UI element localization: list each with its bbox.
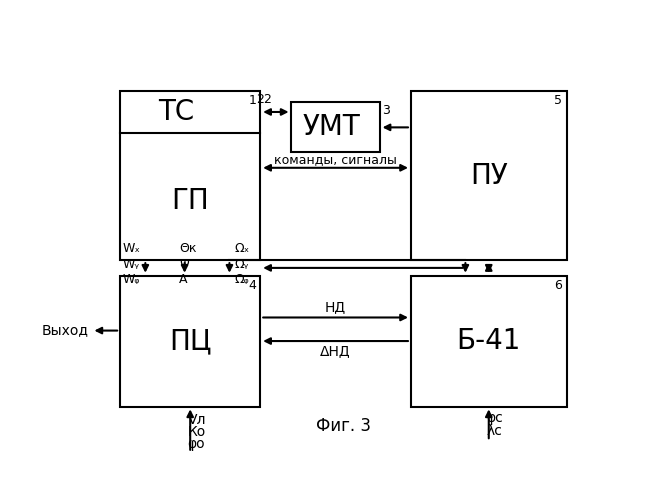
Text: УМТ: УМТ	[302, 114, 360, 141]
Text: ГП: ГП	[172, 187, 209, 215]
Bar	[291, 102, 380, 152]
Text: ТС: ТС	[158, 98, 194, 126]
Text: 1: 1	[249, 94, 256, 107]
Text: 2: 2	[256, 94, 264, 106]
Text: λс: λс	[486, 424, 502, 438]
Text: 3: 3	[383, 104, 390, 118]
Bar	[120, 91, 260, 260]
Text: φо: φо	[188, 436, 205, 450]
Text: команды, сигналы: команды, сигналы	[274, 153, 397, 166]
Text: Ωᵧ: Ωᵧ	[234, 258, 249, 270]
Text: ΔНД: ΔНД	[320, 344, 351, 358]
Bar	[411, 276, 567, 406]
Text: Vл: Vл	[188, 414, 206, 428]
Text: ПЦ: ПЦ	[169, 327, 212, 355]
Text: 2: 2	[263, 92, 271, 106]
Text: φс: φс	[486, 411, 503, 425]
Text: 5: 5	[555, 94, 563, 107]
Text: Wᵩ: Wᵩ	[123, 273, 140, 286]
Text: Wᵧ: Wᵧ	[123, 258, 140, 270]
Text: Wₓ: Wₓ	[123, 242, 141, 255]
Text: Θк: Θк	[180, 242, 197, 255]
Text: A: A	[180, 273, 188, 286]
Text: НД: НД	[325, 300, 346, 314]
Text: Б-41: Б-41	[456, 327, 521, 355]
Text: 4: 4	[249, 278, 256, 291]
Text: ПУ: ПУ	[470, 162, 508, 190]
Text: 6: 6	[555, 278, 563, 291]
Text: Ωₓ: Ωₓ	[234, 242, 250, 255]
Text: Выход: Выход	[42, 324, 89, 338]
Bar	[120, 276, 260, 406]
Text: Фиг. 3: Фиг. 3	[316, 418, 371, 436]
Bar	[411, 91, 567, 260]
Text: Ωᵩ: Ωᵩ	[234, 273, 249, 286]
Text: Ψ: Ψ	[180, 258, 189, 270]
Text: Ко: Ко	[188, 425, 206, 439]
